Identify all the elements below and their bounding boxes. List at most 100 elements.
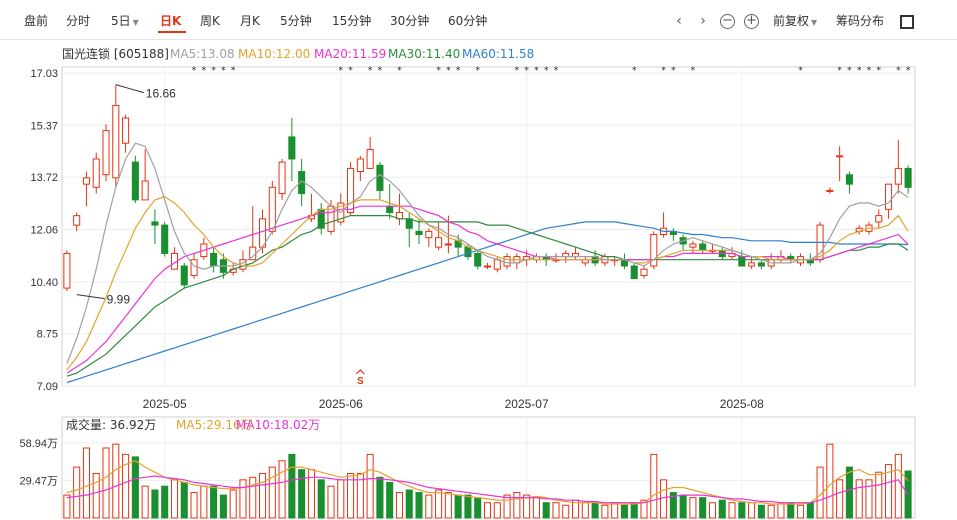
volume-bar [337, 479, 345, 519]
tab-monthly-k[interactable]: 月K [240, 14, 260, 28]
volume-bar [728, 502, 736, 519]
zoom-in-icon[interactable]: + [744, 14, 759, 29]
candle [552, 253, 560, 263]
tab-5day[interactable]: 5日 ▼ [111, 10, 139, 32]
tab-60min[interactable]: 60分钟 [448, 14, 488, 28]
tab-premarket[interactable]: 盘前 [24, 14, 49, 28]
info-marker: * [192, 66, 197, 76]
candle-body [376, 164, 384, 191]
volume-bar [435, 489, 443, 519]
volume-bar [699, 497, 707, 519]
chip-distribution-button[interactable]: 筹码分布 [836, 14, 885, 28]
candle [640, 266, 648, 279]
volume-bar [386, 481, 394, 519]
legend-ma5: MA5:13.08 [170, 47, 235, 61]
price-adjust-dropdown[interactable]: 前复权 ▼ [773, 10, 817, 32]
volume-bar [718, 499, 726, 519]
candle [620, 253, 628, 270]
candle [395, 193, 403, 226]
candle-body [630, 265, 638, 280]
candle-body [327, 205, 335, 232]
volume-bar [131, 456, 139, 519]
candle-body [689, 243, 697, 248]
ma30-line [66, 215, 909, 377]
candle [141, 149, 149, 201]
candle [425, 228, 433, 248]
volume-bar [180, 481, 188, 519]
volume-bar [347, 472, 355, 519]
zoom-out-icon[interactable]: − [720, 14, 735, 29]
volume-bar [689, 497, 697, 519]
legend-ma20: MA20:11.59 [314, 47, 387, 61]
candle-body [112, 104, 120, 179]
volume-bar [112, 443, 120, 519]
candle-body [180, 265, 188, 286]
candle [278, 158, 286, 200]
info-marker: * [896, 66, 901, 76]
tab-intraday[interactable]: 分时 [66, 14, 91, 28]
volume-bar [92, 472, 100, 519]
candle-body [640, 268, 648, 276]
volume-bar [63, 494, 71, 519]
candle-body [268, 186, 276, 232]
candle-body [650, 234, 658, 267]
tab-daily-k[interactable]: 日K [160, 14, 182, 28]
date-tick-label: 2025-06 [319, 397, 363, 411]
candle [435, 221, 443, 251]
volume-bar [552, 502, 560, 519]
volume-bar [73, 466, 81, 519]
volume-bar [493, 502, 501, 519]
volume-bar [356, 472, 364, 519]
info-marker: * [837, 66, 842, 76]
candle-body [415, 230, 423, 236]
price-tick-label: 13.72 [30, 172, 58, 184]
tab-weekly-k[interactable]: 周K [200, 14, 220, 28]
candle [386, 184, 394, 219]
volume-bar [630, 502, 638, 519]
volume-bar [660, 479, 668, 519]
volume-bar [855, 479, 863, 519]
candle-body [122, 117, 130, 144]
volume-bar [738, 502, 746, 519]
volume-bar [640, 499, 648, 519]
volume-bar [454, 494, 462, 519]
ma5-line [66, 142, 909, 364]
tab-5min[interactable]: 5分钟 [280, 14, 312, 28]
fullscreen-icon[interactable] [900, 15, 914, 29]
volume-bar [102, 447, 110, 519]
volume-bar [161, 485, 169, 519]
info-marker: * [632, 66, 637, 76]
candle [356, 155, 364, 182]
candle [503, 253, 511, 270]
info-marker: * [671, 66, 676, 76]
chevron-right-icon[interactable]: › [700, 13, 706, 29]
volume-bar [444, 492, 452, 519]
tab-30min[interactable]: 30分钟 [390, 14, 430, 28]
candle [131, 155, 139, 204]
candle [757, 259, 765, 270]
volume-bar [239, 479, 247, 519]
candle [122, 114, 130, 153]
candle [904, 165, 912, 194]
volume-bar [826, 443, 834, 519]
candle [581, 256, 589, 267]
candle-body [347, 167, 355, 213]
candle-body [503, 256, 511, 267]
volume-bar [748, 502, 756, 519]
candle [855, 225, 863, 235]
volume-bar [210, 485, 218, 519]
volume-bar [405, 489, 413, 519]
candle-body [92, 158, 100, 188]
volume-bar [327, 485, 335, 519]
candle [826, 187, 834, 194]
legend-stock-name: 国光连锁 [605188] [62, 47, 169, 61]
info-marker: * [221, 66, 226, 76]
candle [151, 209, 159, 244]
ma60-line [66, 221, 909, 384]
chevron-left-icon[interactable]: ‹ [676, 13, 682, 29]
info-marker: * [339, 66, 344, 76]
ma10-line [66, 196, 909, 371]
volume-bar [503, 494, 511, 519]
tab-15min[interactable]: 15分钟 [332, 14, 372, 28]
